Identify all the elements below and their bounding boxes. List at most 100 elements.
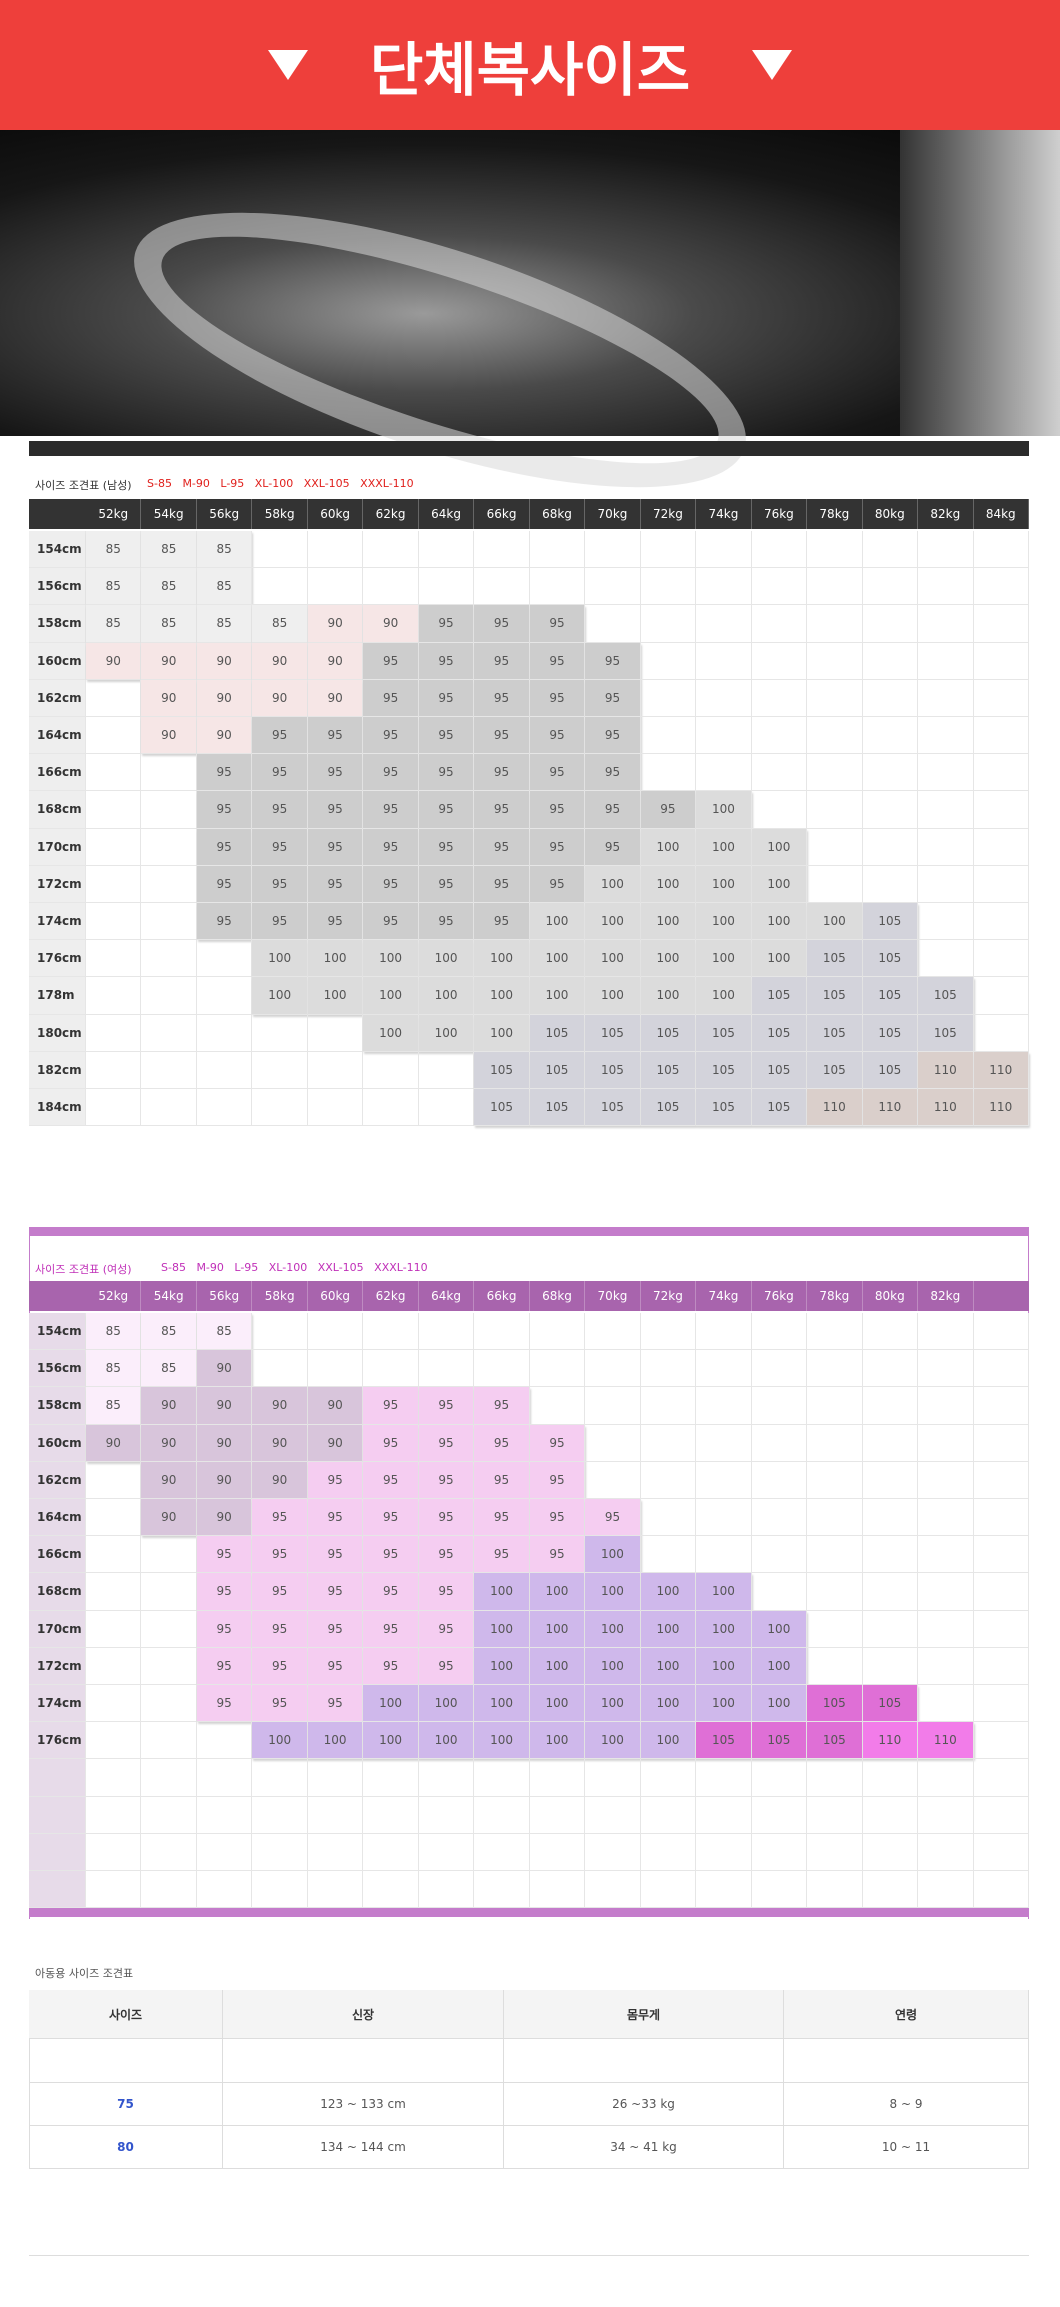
size-cell: 100 (640, 1685, 697, 1723)
empty-cell (918, 1499, 974, 1537)
size-cell: 100 (696, 903, 752, 941)
size-cell: 85 (86, 605, 142, 643)
empty-cell (252, 1796, 308, 1834)
size-cell: 95 (307, 828, 364, 866)
empty-cell (585, 568, 641, 606)
row-label: 166cm (29, 1536, 86, 1574)
empty-cell (696, 1313, 752, 1351)
empty-cell (918, 1871, 974, 1909)
size-cell: 100 (696, 828, 752, 866)
size-cell: 100 (751, 1610, 808, 1648)
size-cell: 95 (363, 1536, 419, 1574)
empty-cell (474, 1871, 530, 1909)
row-label: 154cm (29, 531, 86, 569)
empty-cell (807, 568, 863, 606)
table-caption: 아동용 사이즈 조견표 (35, 1967, 134, 1980)
row-label (29, 1759, 86, 1797)
empty-cell (363, 1051, 419, 1089)
size-cell: 100 (807, 903, 863, 941)
kids-cell: 8 ~ 9 (784, 2083, 1029, 2126)
empty-cell (363, 1089, 419, 1127)
size-cell: 105 (696, 1051, 752, 1089)
size-cell: 105 (751, 1089, 808, 1127)
empty-cell (418, 1051, 475, 1089)
size-cell: 105 (862, 903, 919, 941)
size-cell: 100 (696, 1647, 752, 1685)
empty-cell (807, 1610, 863, 1648)
size-cell: 95 (474, 828, 530, 866)
empty-cell (474, 1313, 530, 1351)
empty-cell (86, 1722, 142, 1760)
size-cell: 85 (141, 1350, 197, 1388)
empty-cell (973, 1759, 1029, 1797)
size-cell: 110 (973, 1051, 1029, 1089)
empty-cell (862, 1610, 919, 1648)
empty-cell (252, 1313, 308, 1351)
empty-cell (696, 568, 752, 606)
row-label: 174cm (29, 903, 86, 941)
column-header: 76kg (752, 1281, 808, 1311)
size-cell: 90 (141, 1387, 197, 1425)
kids-cell: 34 ~ 41 kg (504, 2126, 784, 2169)
size-cell: 95 (585, 642, 641, 680)
size-cell: 85 (196, 1313, 253, 1351)
empty-cell (751, 791, 808, 829)
size-cell: 95 (529, 754, 586, 792)
size-cell: 100 (529, 1647, 586, 1685)
size-cell: 105 (640, 1014, 697, 1052)
empty-cell (640, 1350, 697, 1388)
row-label: 164cm (29, 717, 86, 755)
header-bar: 단체복사이즈 (0, 0, 1060, 130)
empty-cell (862, 1350, 919, 1388)
empty-cell (585, 531, 641, 569)
size-cell: 95 (418, 642, 475, 680)
empty-cell (973, 1014, 1029, 1052)
column-header: 72kg (641, 499, 697, 529)
size-cell: 95 (418, 1461, 475, 1499)
empty-cell (640, 1424, 697, 1462)
empty-cell (918, 531, 974, 569)
size-cell: 100 (418, 1014, 475, 1052)
empty-cell (86, 1536, 142, 1574)
size-cell: 95 (529, 828, 586, 866)
men-size-table: 사이즈 조견표 (남성) S-85 M-90 L-95 XL-100 XXL-10… (29, 441, 1029, 1129)
column-header: 74kg (696, 1281, 752, 1311)
size-cell: 110 (862, 1089, 919, 1127)
size-cell: 85 (196, 531, 253, 569)
size-cell: 95 (363, 865, 419, 903)
empty-cell (196, 977, 253, 1015)
empty-cell (807, 1387, 863, 1425)
size-cell: 90 (196, 1350, 253, 1388)
empty-cell (529, 1833, 586, 1871)
size-cell: 90 (196, 642, 253, 680)
row-label (29, 1796, 86, 1834)
empty-cell (807, 1647, 863, 1685)
empty-cell (918, 717, 974, 755)
size-cell: 100 (640, 1610, 697, 1648)
empty-cell (751, 568, 808, 606)
size-cell: 95 (363, 1387, 419, 1425)
size-legend: S-85 M-90 L-95 XL-100 XXL-105 XXXL-110 (147, 477, 414, 490)
empty-cell (640, 754, 697, 792)
size-cell: 90 (307, 1424, 364, 1462)
empty-cell (307, 1350, 364, 1388)
size-cell: 95 (585, 717, 641, 755)
size-cell: 95 (474, 605, 530, 643)
column-header: 52kg (86, 1281, 142, 1311)
size-cell: 90 (196, 717, 253, 755)
column-header: 54kg (141, 499, 197, 529)
empty-cell (640, 1759, 697, 1797)
empty-cell (807, 1313, 863, 1351)
row-label: 170cm (29, 828, 86, 866)
size-cell: 100 (474, 977, 530, 1015)
empty-cell (307, 1796, 364, 1834)
size-cell: 95 (529, 1424, 586, 1462)
empty-cell (141, 791, 197, 829)
column-header: 연령 (784, 1990, 1029, 2039)
empty-cell (807, 531, 863, 569)
empty-cell (196, 1089, 253, 1127)
empty-cell (585, 1424, 641, 1462)
size-cell: 95 (363, 1647, 419, 1685)
size-cell: 95 (307, 1647, 364, 1685)
column-header: 78kg (807, 1281, 863, 1311)
